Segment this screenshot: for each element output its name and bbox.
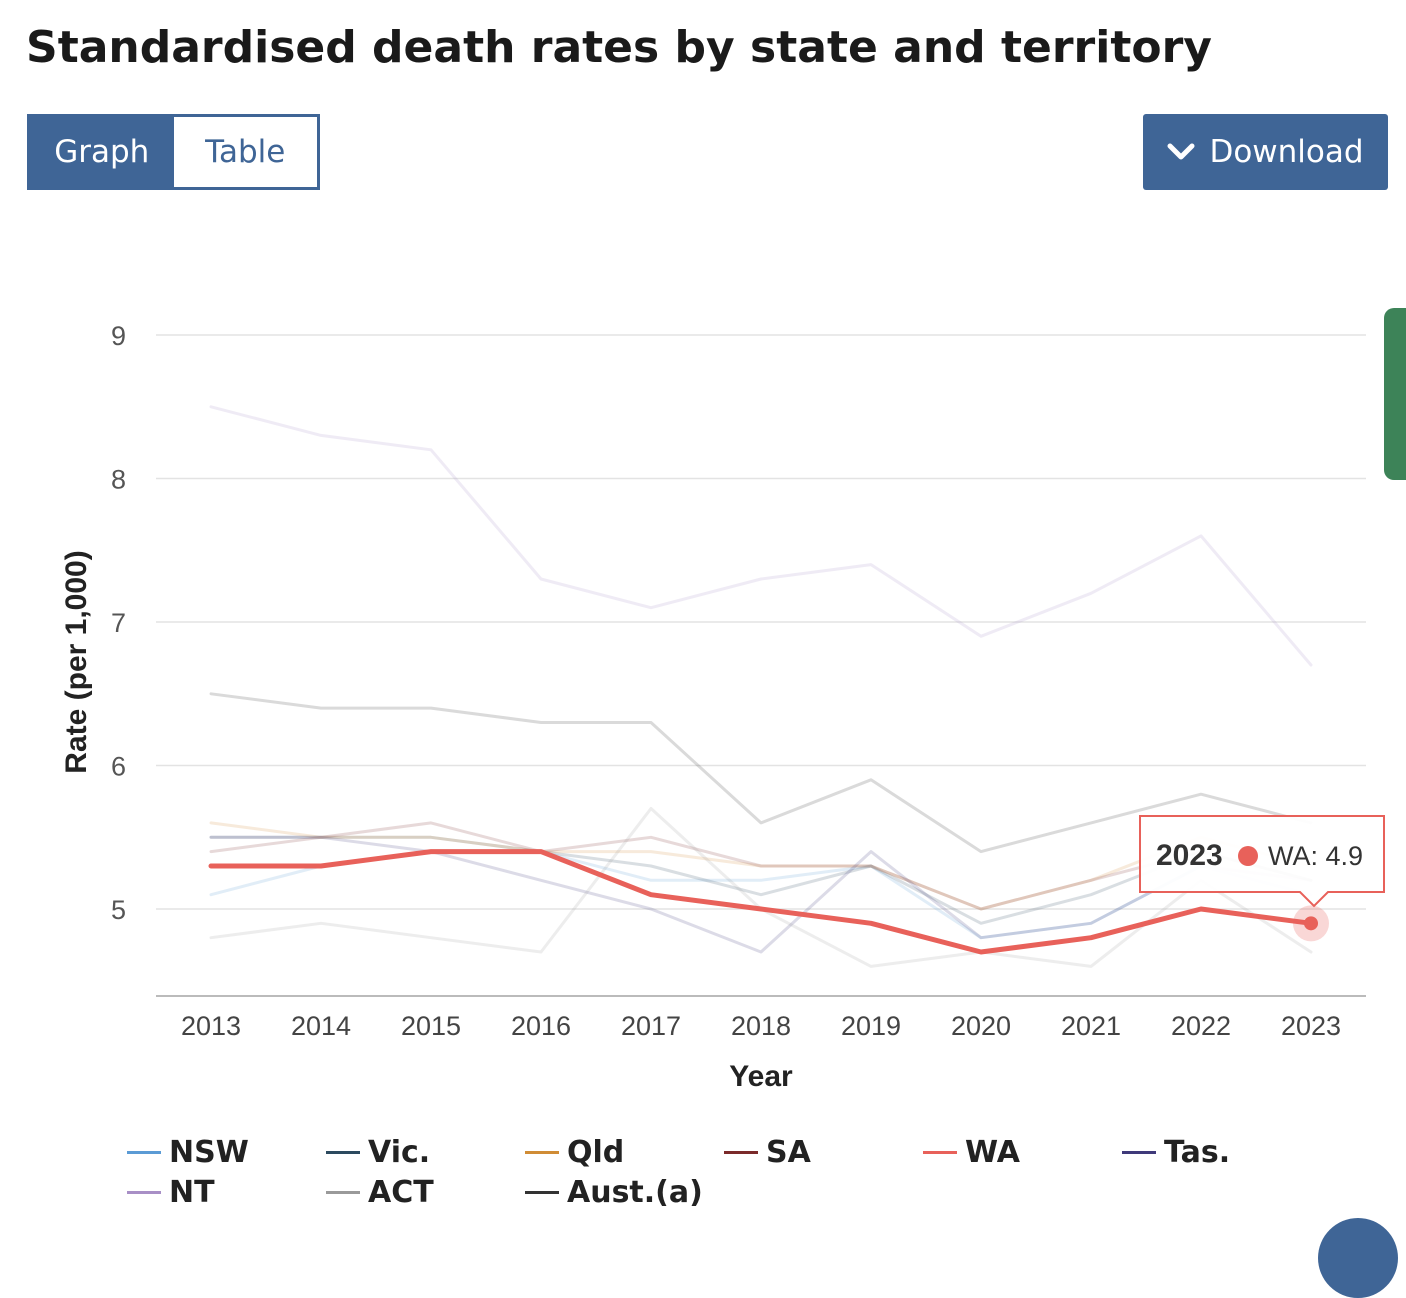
tooltip: 2023 WA: 4.9 (1139, 815, 1385, 908)
tooltip-box (1139, 815, 1385, 908)
x-tick-label: 2018 (731, 1011, 791, 1041)
x-axis-title: Year (729, 1060, 793, 1093)
x-tick-label: 2016 (511, 1011, 571, 1041)
graph-tab[interactable]: Graph (30, 117, 174, 187)
legend-item-tas[interactable]: Tas. (1122, 1134, 1321, 1170)
x-tick-label: 2013 (181, 1011, 241, 1041)
gridlines (156, 334, 1366, 910)
legend-swatch (326, 1190, 360, 1194)
legend-item-qld[interactable]: Qld (525, 1134, 724, 1170)
series-line-tas[interactable] (209, 835, 1313, 954)
chevron-down-icon (1167, 143, 1195, 160)
chart-legend: NSW Vic. Qld SA WA Tas. NT ACT Aust.(a) (127, 1134, 1327, 1210)
feedback-side-tab[interactable] (1384, 308, 1406, 480)
legend-label: SA (766, 1134, 811, 1170)
legend-item-aust-a[interactable]: Aust.(a) (525, 1174, 724, 1210)
y-tick-label: 5 (111, 895, 126, 925)
download-button[interactable]: Download (1143, 114, 1388, 190)
tooltip-year: 2023 (1156, 839, 1223, 872)
legend-swatch (127, 1150, 161, 1154)
y-tick-label: 7 (111, 608, 126, 638)
legend-item-sa[interactable]: SA (724, 1134, 923, 1170)
line-chart: 5 6 7 8 9 2013 2014 2015 2016 2017 2018 2019 2020 202… (60, 321, 1385, 1093)
x-tick-label: 2015 (401, 1011, 461, 1041)
legend-swatch (923, 1150, 957, 1154)
x-tick-label: 2022 (1171, 1011, 1231, 1041)
page-title: Standardised death rates by state and te… (26, 22, 1212, 73)
legend-item-act[interactable]: ACT (326, 1174, 525, 1210)
y-tick-label: 8 (111, 465, 126, 495)
x-tick-label: 2023 (1281, 1011, 1341, 1041)
table-tab[interactable]: Table (173, 117, 317, 187)
tooltip-value: WA: 4.9 (1268, 841, 1363, 871)
series-line-vic[interactable] (209, 835, 1313, 925)
legend-label: Aust.(a) (567, 1174, 703, 1210)
series-line-nt[interactable] (209, 405, 1313, 667)
y-tick-label: 6 (111, 752, 126, 782)
legend-label: Qld (567, 1134, 625, 1170)
view-toggle: Graph Table (27, 114, 320, 190)
x-tick-label: 2014 (291, 1011, 351, 1041)
legend-label: ACT (368, 1174, 434, 1210)
legend-swatch (127, 1190, 161, 1194)
legend-item-nt[interactable]: NT (127, 1174, 326, 1210)
y-axis-title: Rate (per 1,000) (60, 550, 93, 773)
x-tick-label: 2020 (951, 1011, 1011, 1041)
legend-item-nsw[interactable]: NSW (127, 1134, 326, 1170)
series-line-sa[interactable] (209, 821, 1313, 911)
tooltip-series-dot (1238, 846, 1258, 866)
legend-label: Vic. (368, 1134, 431, 1170)
series-line-wa[interactable] (208, 849, 1314, 955)
legend-label: NSW (169, 1134, 249, 1170)
legend-label: Tas. (1164, 1134, 1231, 1170)
legend-label: WA (965, 1134, 1020, 1170)
legend-swatch (1122, 1150, 1156, 1154)
scroll-top-button[interactable] (1318, 1218, 1398, 1298)
legend-swatch (724, 1150, 758, 1154)
download-label: Download (1209, 134, 1364, 170)
legend-swatch (326, 1150, 360, 1154)
x-tick-label: 2019 (841, 1011, 901, 1041)
legend-swatch (525, 1190, 559, 1194)
legend-label: NT (169, 1174, 215, 1210)
series-line-qld[interactable] (209, 821, 1313, 911)
hover-point[interactable] (1304, 916, 1318, 931)
axes: 5 6 7 8 9 2013 2014 2015 2016 2017 2018 2019 2020 202… (60, 321, 1366, 1093)
legend-item-vic[interactable]: Vic. (326, 1134, 525, 1170)
series-lines (208, 405, 1329, 968)
y-tick-label: 9 (111, 321, 126, 351)
legend-swatch (525, 1150, 559, 1154)
series-line-aust-a[interactable] (209, 692, 1313, 854)
x-tick-label: 2021 (1061, 1011, 1121, 1041)
x-tick-label: 2017 (621, 1011, 681, 1041)
legend-item-wa[interactable]: WA (923, 1134, 1122, 1170)
